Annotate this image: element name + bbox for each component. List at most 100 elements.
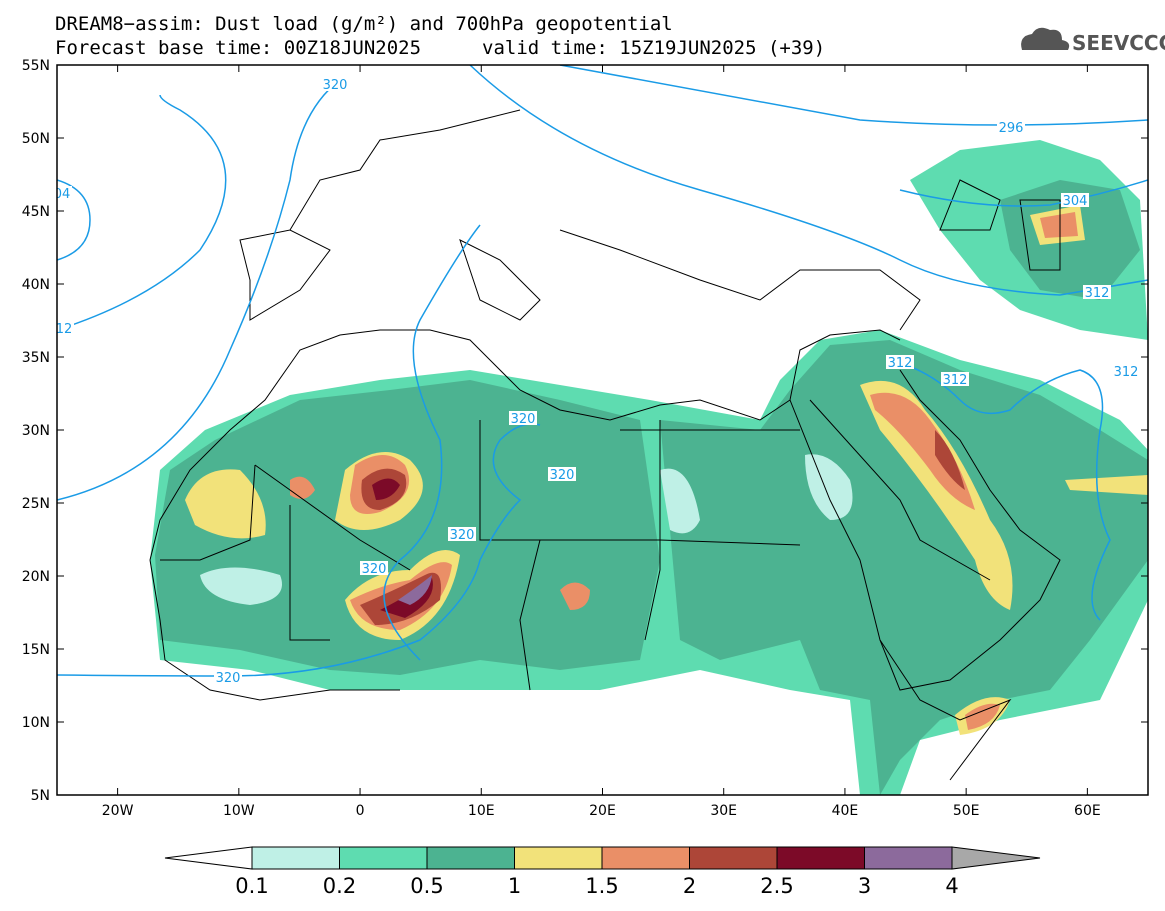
geopotential-contour (383, 224, 481, 661)
contour-label-bg (509, 411, 537, 425)
y-tick-label: 40N (22, 277, 50, 293)
colorbar-label: 4 (945, 874, 958, 898)
dust-field (290, 476, 315, 499)
contour-label-bg (886, 355, 914, 369)
coastline (149, 559, 400, 701)
coastline (939, 179, 1001, 231)
dust-field (965, 703, 1000, 730)
colorbar-segment (339, 846, 428, 870)
logo-text: SEEVCCC (1072, 31, 1165, 55)
contour-label-bg (1112, 364, 1140, 378)
dust-field (560, 582, 590, 610)
contour-label: 312 (1085, 286, 1110, 301)
y-tick-label: 30N (22, 423, 50, 439)
geopotential-contour (57, 94, 227, 331)
colorbar: 0.1 0.2 0.5 1 1.5 2 2.5 3 4 (164, 846, 1041, 898)
y-tick-label: 15N (22, 642, 50, 658)
x-tick-label: 10E (468, 803, 495, 819)
x-tick-label: 20W (102, 803, 134, 819)
colorbar-segment (776, 846, 865, 870)
contour-label: 320 (450, 528, 475, 543)
coastline (559, 229, 921, 331)
dust-field (660, 340, 1148, 795)
contour-label-bg (448, 527, 476, 541)
coastline (149, 329, 901, 561)
colorbar-label: 0.5 (410, 874, 443, 898)
contour-label-bg (214, 670, 242, 684)
dust-field (155, 380, 660, 675)
geopotential-contour (57, 179, 91, 261)
dust-field (935, 430, 965, 490)
dust-field (1065, 475, 1148, 495)
contour-label-bg (997, 120, 1025, 134)
geopotential-contour (57, 79, 341, 501)
contour-label: 320 (511, 412, 536, 427)
y-tick-label: 10N (22, 715, 50, 731)
subtitle-right: valid time: 15Z19JUN2025 (+39) (482, 37, 825, 59)
contour-label: 12 (56, 322, 73, 337)
colorbar-under (164, 846, 253, 870)
coastline (160, 464, 256, 561)
geopotential-contour (57, 423, 541, 677)
contour-label: 320 (362, 562, 387, 577)
contour-label-bg (321, 77, 349, 91)
x-tick-label: 30E (710, 803, 737, 819)
y-tick-label: 50N (22, 131, 50, 147)
colorbar-segment (601, 846, 690, 870)
geopotential-contour (469, 65, 1148, 296)
coastline (1019, 199, 1061, 271)
coastline (644, 420, 661, 641)
colorbar-segment (426, 846, 515, 870)
contour-label: 04 (54, 187, 71, 202)
colorbar-segment (864, 846, 953, 870)
coastline (459, 239, 541, 321)
plot-area: 320 04 12 320 320 320 320 320 296 304 312 312 312 312 (54, 65, 1148, 795)
y-tick-label: 5N (31, 788, 50, 804)
coastline (519, 539, 541, 691)
dust-field (398, 575, 432, 605)
contour-label: 312 (1114, 365, 1139, 380)
contour-label-bg (1061, 193, 1089, 207)
dust-field (185, 469, 266, 539)
axes: 20W 10W 0 10E 20E 30E 40E 50E 60E5N10N15N20N25N3… (22, 58, 1148, 819)
dust-field (860, 380, 1013, 610)
x-tick-label: 50E (953, 803, 980, 819)
colorbar-segment (251, 846, 340, 870)
colorbar-label: 1.5 (585, 874, 618, 898)
coastline (289, 505, 330, 641)
subtitle-left: Forecast base time: 00Z18JUN2025 (55, 37, 421, 59)
coastline (789, 369, 1061, 691)
contour-label-bg (941, 372, 969, 386)
x-tick-label: 60E (1074, 803, 1101, 819)
dust-field (1040, 212, 1078, 238)
coastline (879, 639, 1012, 781)
contour-label-bg (1083, 285, 1111, 299)
colorbar-segment (514, 846, 603, 870)
contour-label: 304 (1063, 194, 1088, 209)
x-tick-label: 40E (832, 803, 859, 819)
clear-patch (200, 567, 282, 605)
contour-label: 312 (943, 373, 968, 388)
colorbar-label: 0.1 (235, 874, 268, 898)
contour-label: 320 (323, 78, 348, 93)
dust-field (870, 392, 975, 510)
y-tick-label: 55N (22, 58, 50, 74)
colorbar-segment (689, 846, 778, 870)
y-tick-label: 45N (22, 204, 50, 220)
coastline (809, 399, 991, 581)
colorbar-label: 1 (508, 874, 521, 898)
title: DREAM8−assim: Dust load (g/m²) and 700hP… (55, 13, 673, 35)
contour-label-bg (57, 321, 74, 335)
y-tick-label: 25N (22, 496, 50, 512)
x-tick-label: 0 (356, 803, 365, 819)
contour-label: 320 (550, 468, 575, 483)
coastline (239, 229, 331, 321)
clear-patch (805, 454, 853, 520)
x-tick-label: 20E (589, 803, 616, 819)
colorbar-label: 2.5 (760, 874, 793, 898)
contour-label-bg (360, 561, 388, 575)
y-tick-label: 20N (22, 569, 50, 585)
colorbar-label: 3 (858, 874, 871, 898)
clear-patch (660, 468, 700, 534)
